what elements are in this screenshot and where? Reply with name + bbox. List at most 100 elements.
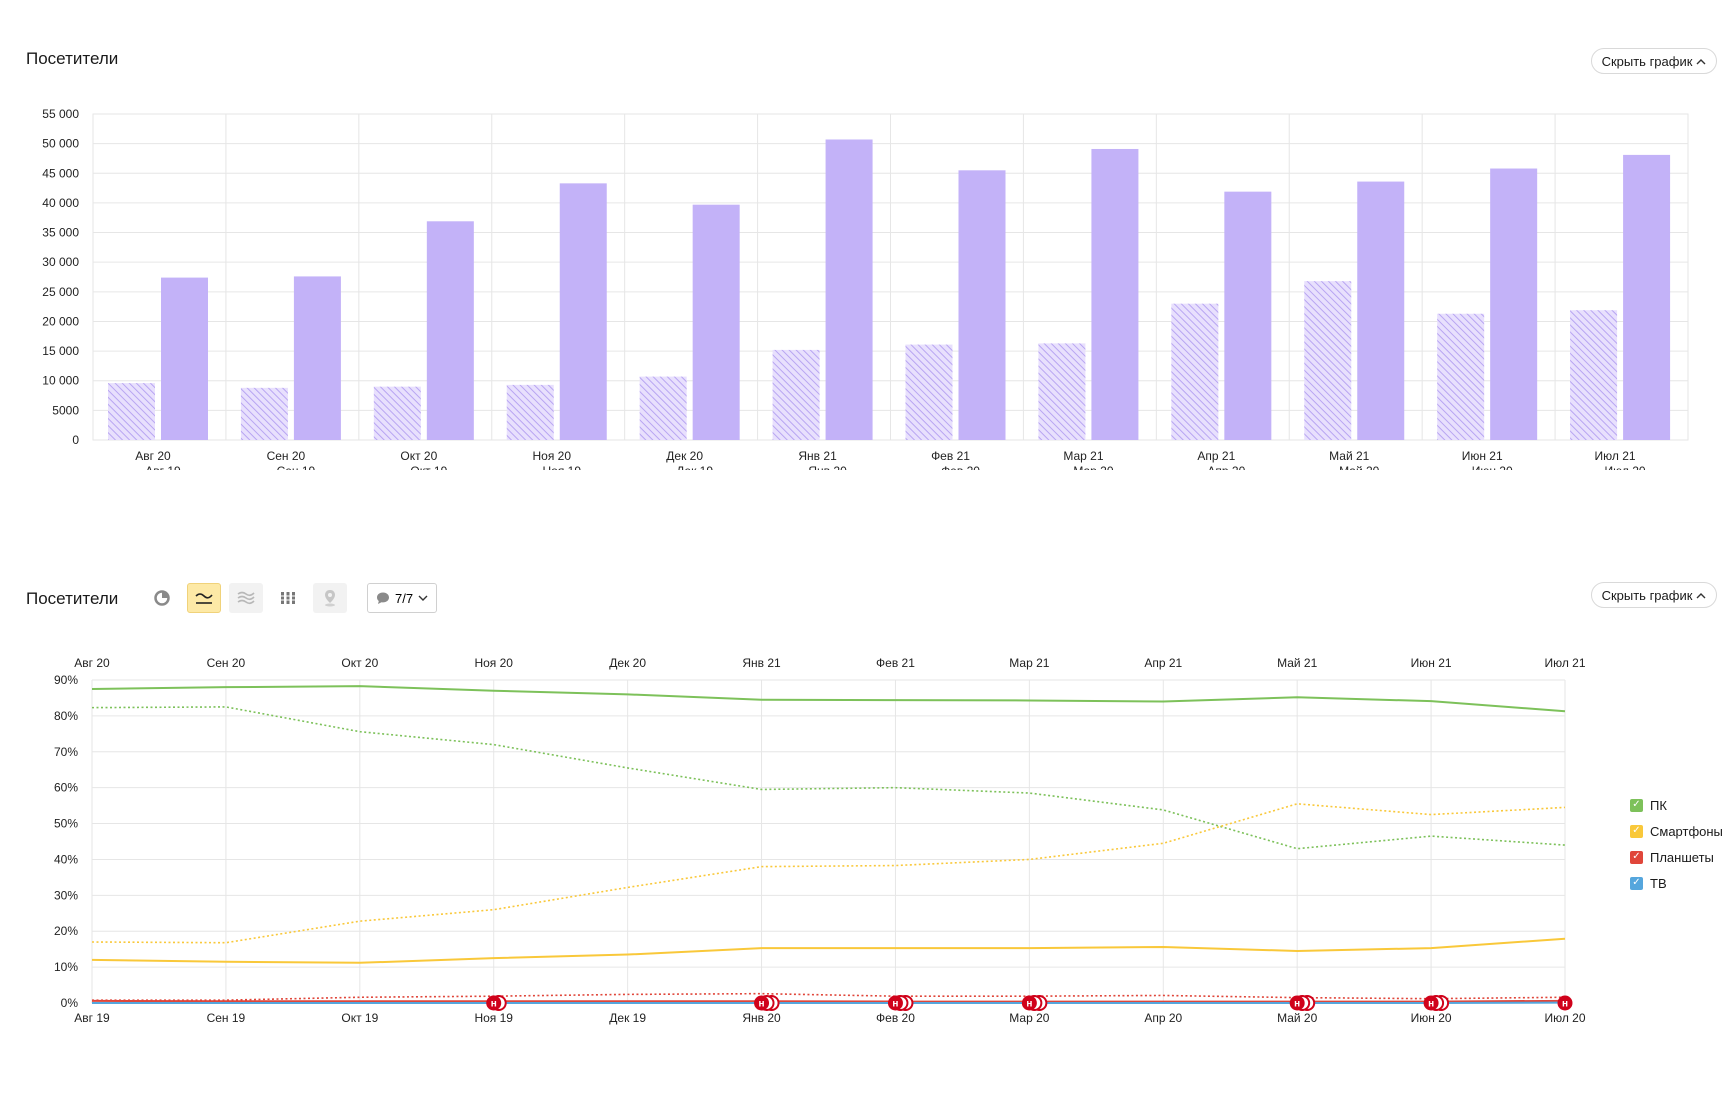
annotation-marker-dot [1289, 995, 1305, 1011]
annotation-marker-dot [754, 995, 770, 1011]
x-tick-label-bottom: Май 20 [1277, 1011, 1318, 1025]
y-tick-label: 90% [54, 673, 78, 687]
legend-item-tablets[interactable]: ✓ Планшеты [1630, 844, 1723, 870]
y-tick-label: 10% [54, 960, 78, 974]
legend-item-pc[interactable]: ✓ ПК [1630, 792, 1723, 818]
bar-current-period [692, 204, 740, 440]
annotation-marker-dot [1557, 995, 1573, 1011]
x-tick-label-previous: Ноя 19 [542, 464, 581, 470]
area-chart-button[interactable] [229, 583, 263, 613]
hide-button-label: Скрыть график [1601, 587, 1693, 603]
pie-icon [154, 590, 170, 606]
annotation-stack-ring [758, 995, 775, 1011]
bar-current-period [1224, 191, 1272, 440]
annotation-marker-label: н [491, 999, 497, 1010]
y-tick-label: 55 000 [42, 107, 79, 121]
annotation-stack-ring [763, 995, 780, 1011]
x-tick-label-top: Май 21 [1277, 656, 1318, 670]
legend-label: Смартфоны [1650, 823, 1723, 839]
bar-previous-period [108, 383, 155, 440]
annotation-marker-icon: н [754, 995, 770, 1011]
line-chart-button[interactable] [187, 583, 221, 613]
series-line-previous [91, 803, 1566, 944]
annotation-marker-label: н [1428, 999, 1434, 1010]
legend-checkbox-icon: ✓ [1630, 824, 1643, 838]
bar-current-period [426, 221, 474, 440]
x-tick-label-current: Янв 21 [798, 449, 837, 463]
y-tick-label: 20% [54, 924, 78, 938]
annotation-marker-label: н [1026, 999, 1032, 1010]
y-tick-label: 0 [72, 433, 79, 447]
x-tick-label-top: Сен 20 [207, 656, 246, 670]
hide-bar-chart-button[interactable]: Скрыть график [1591, 48, 1717, 74]
annotation-stack-ring [1428, 995, 1445, 1011]
bar-current-period [825, 139, 873, 440]
legend-item-tv[interactable]: ✓ ТВ [1630, 870, 1723, 896]
x-tick-label-current: Сен 20 [267, 449, 306, 463]
bar-chart-button[interactable] [271, 583, 305, 613]
line-chart-title: Посетители [26, 589, 119, 608]
series-line-current [91, 999, 1566, 1003]
line-chart-icon [195, 593, 213, 604]
x-tick-label-current: Фев 21 [931, 449, 970, 463]
legend-checkbox-icon: ✓ [1630, 798, 1643, 812]
y-tick-label: 15 000 [42, 344, 79, 358]
x-tick-label-current: Апр 21 [1197, 449, 1235, 463]
annotation-marker-dot [486, 995, 502, 1011]
comments-dropdown[interactable]: 7/7 [367, 583, 438, 613]
x-tick-label-previous: Янв 20 [808, 464, 847, 470]
x-tick-label-top: Ноя 20 [474, 656, 513, 670]
chevron-up-icon [1696, 592, 1706, 598]
x-tick-label-previous: Май 20 [1339, 464, 1380, 470]
bar-current-period [1490, 168, 1538, 440]
legend-item-smartphones[interactable]: ✓ Смартфоны [1630, 818, 1723, 844]
bar-current-period [293, 276, 341, 440]
annotation-marker-icon: н [1289, 995, 1305, 1011]
x-tick-label-bottom: Янв 20 [742, 1011, 781, 1025]
y-tick-label: 20 000 [42, 314, 79, 328]
map-icon [325, 590, 335, 607]
series-line-current [91, 937, 1566, 964]
hide-line-chart-button[interactable]: Скрыть график [1591, 582, 1717, 608]
bar-chart: 0 5000 10 000 15 000 20 000 25 000 30 000 35 00… [42, 107, 1689, 470]
x-tick-label-current: Май 21 [1329, 449, 1370, 463]
x-tick-label-bottom: Сен 19 [207, 1011, 246, 1025]
comments-count: 7/7 [395, 590, 414, 606]
legend-label: Планшеты [1650, 849, 1714, 865]
y-tick-label: 50% [54, 817, 78, 831]
bar-previous-period [1437, 313, 1485, 440]
y-tick-label: 35 000 [42, 226, 79, 240]
x-tick-label-current: Авг 20 [135, 449, 171, 463]
y-tick-label: 25 000 [42, 285, 79, 299]
bar-current-period [1623, 154, 1671, 440]
bar-previous-period [1038, 343, 1086, 440]
annotation-marker-icon: н [486, 995, 502, 1011]
x-tick-label-current: Июн 21 [1462, 449, 1503, 463]
x-tick-label-previous: Июл 20 [1605, 464, 1646, 470]
bar-chart-title: Посетители [26, 49, 119, 68]
annotation-stack-ring [1299, 995, 1316, 1011]
bar-current-period [559, 183, 607, 440]
y-tick-label: 30 000 [42, 255, 79, 269]
series-line-previous [91, 706, 1566, 850]
bar-chart-icon [280, 592, 296, 604]
legend-checkbox-icon: ✓ [1630, 850, 1643, 864]
series-line-current [91, 685, 1566, 713]
legend-label: ТВ [1650, 875, 1667, 891]
hide-button-label: Скрыть график [1601, 53, 1693, 69]
annotation-stack-ring [1294, 995, 1311, 1011]
map-chart-button[interactable] [313, 583, 347, 613]
x-tick-label-previous: Дек 19 [676, 464, 713, 470]
x-tick-label-bottom: Мар 20 [1009, 1011, 1049, 1025]
x-tick-label-bottom: Дек 19 [609, 1011, 646, 1025]
annotation-stack-ring [897, 995, 914, 1011]
bar-previous-period [772, 349, 820, 440]
bar-current-period [1357, 181, 1405, 440]
annotation-marker-icon: н [1423, 995, 1439, 1011]
pie-chart-button[interactable] [145, 583, 179, 613]
annotation-marker-dot [887, 995, 903, 1011]
chevron-up-icon [1696, 58, 1706, 64]
y-tick-label: 0% [61, 996, 79, 1010]
x-tick-label-top: Фев 21 [876, 656, 915, 670]
bar-previous-period [373, 386, 421, 440]
